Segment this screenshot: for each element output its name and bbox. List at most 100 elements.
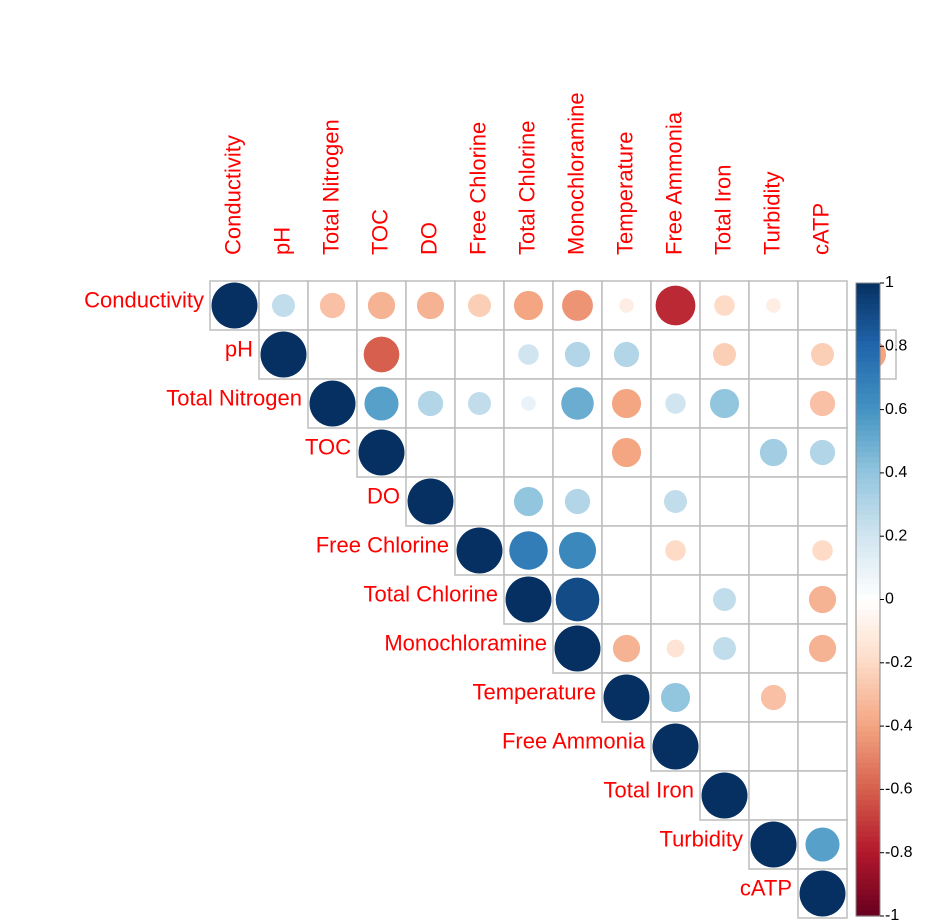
colorbar-tick-label: -0.8 xyxy=(885,844,913,861)
colorbar-segment xyxy=(856,810,880,817)
cell xyxy=(454,329,505,380)
colorbar-tick-label: 0 xyxy=(885,591,894,608)
row-label: Free Ammonia xyxy=(502,728,646,753)
column-label: TOC xyxy=(367,209,392,255)
colorbar-segment xyxy=(856,799,880,806)
cell xyxy=(454,476,505,527)
cell xyxy=(748,721,799,772)
colorbar-segment xyxy=(856,805,880,812)
colorbar-segment xyxy=(856,562,880,569)
colorbar-segment xyxy=(856,631,880,638)
colorbar-segment xyxy=(856,826,880,833)
column-label: Free Chlorine xyxy=(465,122,490,255)
colorbar-segment xyxy=(856,335,880,342)
correlation-circle xyxy=(713,343,736,366)
correlation-circle xyxy=(364,386,399,421)
colorbar-segment xyxy=(856,404,880,411)
colorbar-segment xyxy=(856,815,880,822)
colorbar-segment xyxy=(856,763,880,769)
cell xyxy=(650,329,701,380)
colorbar-segment xyxy=(856,330,880,337)
colorbar-segment xyxy=(856,678,880,685)
colorbar-segment xyxy=(856,377,880,384)
row-label: cATP xyxy=(740,875,792,900)
colorbar-segment xyxy=(856,836,880,843)
correlation-circle xyxy=(701,772,748,819)
colorbar-segment xyxy=(856,646,880,653)
colorbar-segment xyxy=(856,794,880,801)
correlation-circle xyxy=(603,674,650,721)
cell xyxy=(797,672,848,723)
colorbar-segment xyxy=(856,641,880,648)
row-label: Free Chlorine xyxy=(316,532,449,557)
correlation-circle xyxy=(812,540,833,561)
colorbar-segment xyxy=(856,541,880,548)
correlation-circle xyxy=(805,827,840,862)
correlation-circle xyxy=(799,870,846,917)
colorbar-segment xyxy=(856,356,880,363)
colorbar-segment xyxy=(856,694,880,701)
colorbar-segment xyxy=(856,778,880,785)
cell xyxy=(797,476,848,527)
correlation-circle xyxy=(505,576,552,623)
colorbar-segment xyxy=(856,314,880,321)
colorbar-segment xyxy=(856,488,880,495)
correlation-circle xyxy=(660,682,691,713)
correlation-circle xyxy=(664,490,687,513)
column-label: Temperature xyxy=(612,131,637,255)
colorbar-segment xyxy=(856,546,880,553)
correlation-circle xyxy=(561,387,594,420)
colorbar-segment xyxy=(856,868,880,875)
correlation-circle xyxy=(319,292,346,319)
colorbar-segment xyxy=(856,683,880,690)
colorbar-segment xyxy=(856,842,880,849)
colorbar-tick-label: -0.2 xyxy=(885,654,913,671)
colorbar-segment xyxy=(856,304,880,310)
correlation-circle xyxy=(809,390,836,417)
colorbar-segment xyxy=(856,399,880,405)
correlation-circle xyxy=(468,294,491,317)
colorbar-segment xyxy=(856,894,880,901)
row-label: pH xyxy=(225,336,253,361)
colorbar-segment xyxy=(856,430,880,437)
colorbar-segment xyxy=(856,298,880,305)
column-label: Monochloramine xyxy=(563,92,588,255)
colorbar-segment xyxy=(856,414,880,421)
colorbar-segment xyxy=(856,636,880,643)
correlation-circle xyxy=(513,290,544,321)
colorbar-segment xyxy=(856,652,880,659)
correlation-circle xyxy=(665,393,686,414)
colorbar-tick-label: 1 xyxy=(885,274,894,291)
cell xyxy=(601,525,652,576)
colorbar-segment xyxy=(856,879,880,885)
colorbar-segment xyxy=(856,731,880,738)
colorbar-segment xyxy=(856,467,880,474)
cell xyxy=(405,427,456,478)
colorbar-segment xyxy=(856,494,880,500)
colorbar-segment xyxy=(856,594,880,601)
colorbar-segment xyxy=(856,736,880,743)
cell xyxy=(699,672,750,723)
colorbar-segment xyxy=(856,599,880,606)
colorbar-segment xyxy=(856,747,880,754)
colorbar-segment xyxy=(856,504,880,511)
colorbar-segment xyxy=(856,520,880,527)
colorbar-segment xyxy=(856,662,880,669)
colorbar-segment xyxy=(856,657,880,664)
correlation-circle xyxy=(518,344,539,365)
column-label: DO xyxy=(416,222,441,255)
correlation-circle xyxy=(416,291,445,320)
cell xyxy=(748,525,799,576)
colorbar-segment xyxy=(856,578,880,585)
cell xyxy=(601,476,652,527)
correlation-circle xyxy=(611,388,642,419)
cell xyxy=(748,329,799,380)
colorbar-segment xyxy=(856,383,880,390)
colorbar-segment xyxy=(856,715,880,722)
correlation-circle xyxy=(358,429,405,476)
correlation-circle xyxy=(260,331,307,378)
column-label: Total Nitrogen xyxy=(318,119,343,255)
correlation-circle xyxy=(564,488,591,515)
colorbar-segment xyxy=(856,515,880,521)
correlation-circle xyxy=(713,637,736,660)
